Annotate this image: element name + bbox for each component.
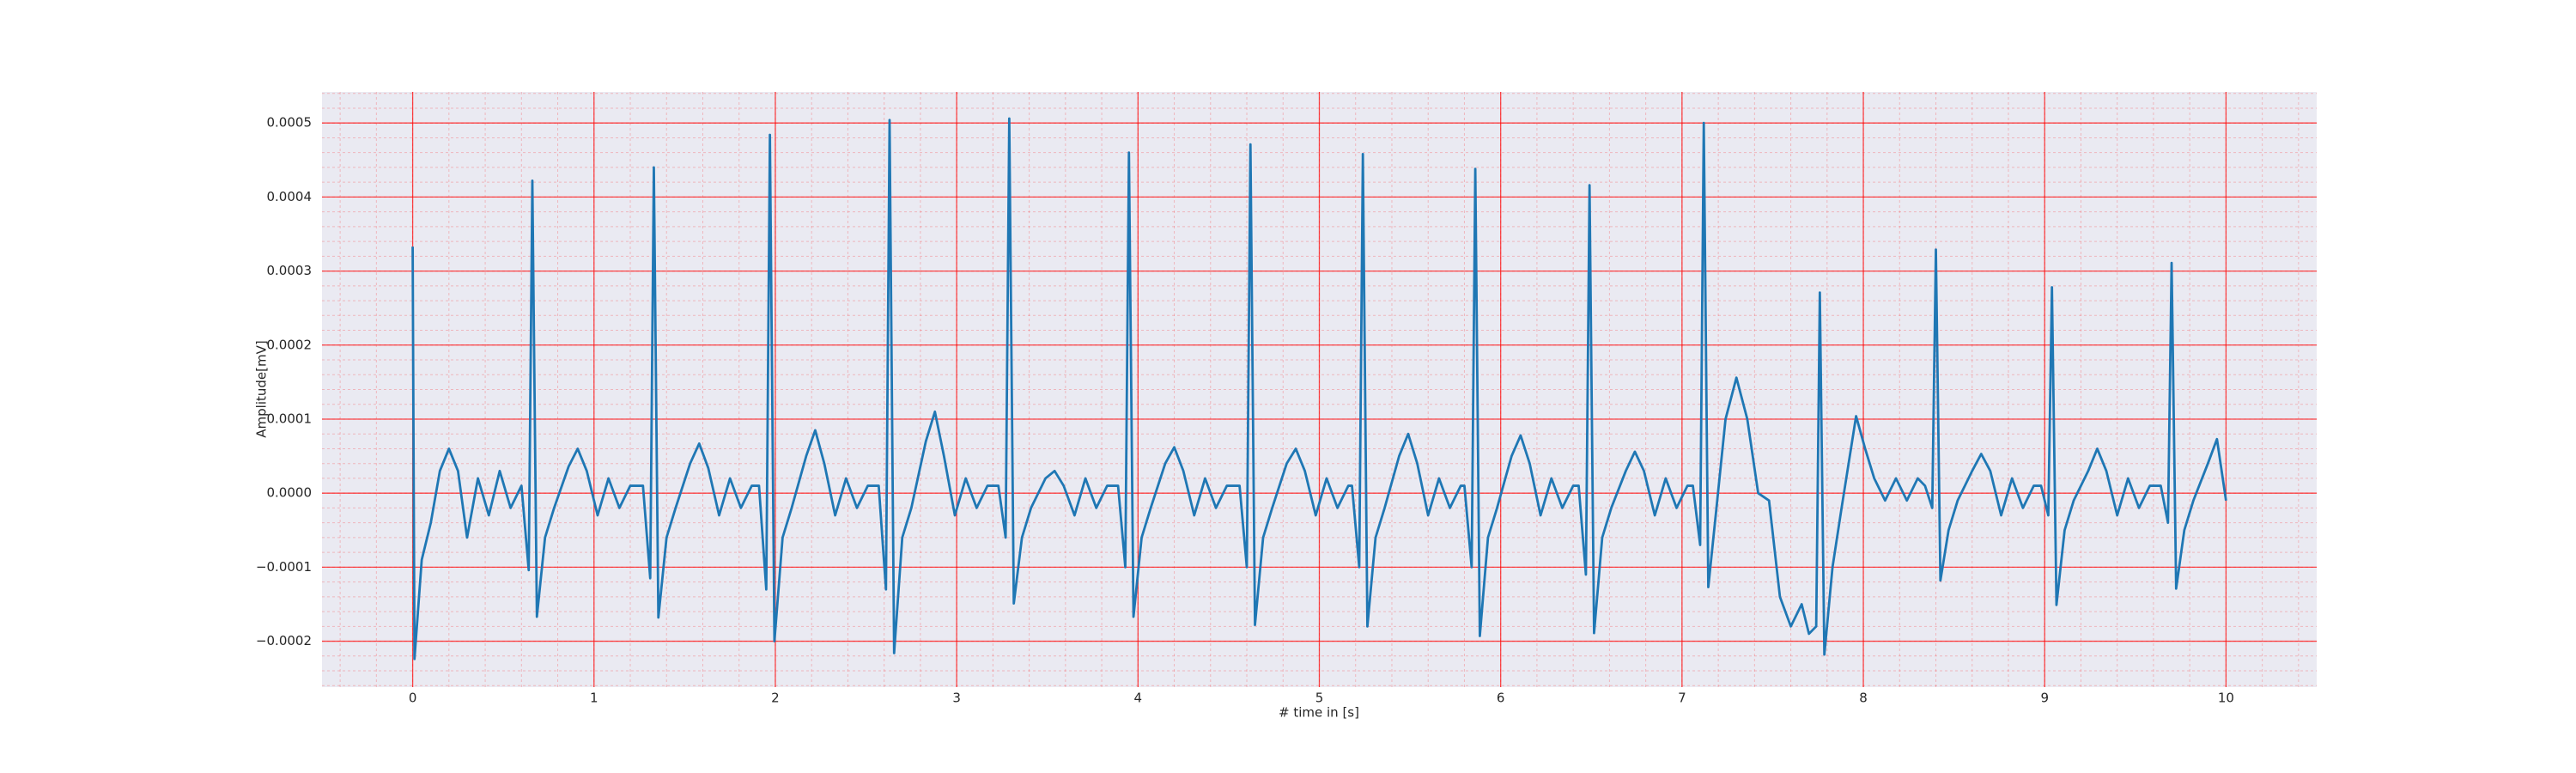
x-axis-label: # time in [s]: [1279, 705, 1359, 721]
x-tick-label: 5: [1315, 691, 1324, 706]
x-tick-label: 3: [952, 691, 961, 706]
y-tick-label: 0.0004: [267, 189, 313, 204]
x-tick-label: 9: [2040, 691, 2049, 706]
x-tick-label: 6: [1497, 691, 1505, 706]
y-tick-label: 0.0000: [267, 485, 313, 501]
y-tick-label: 0.0005: [267, 115, 313, 131]
y-axis-label: Amplitude[mV]: [254, 340, 270, 437]
x-tick-label: 2: [771, 691, 780, 706]
y-tick-label: −0.0002: [256, 633, 312, 648]
y-tick-label: −0.0001: [256, 559, 312, 575]
x-tick-label: 0: [409, 691, 417, 706]
x-tick-label: 8: [1859, 691, 1868, 706]
x-tick-label: 4: [1134, 691, 1143, 706]
x-tick-label: 7: [1678, 691, 1686, 706]
x-tick-label: 10: [2218, 691, 2234, 706]
signal-line: [411, 117, 2227, 660]
y-tick-label: 0.0003: [267, 263, 313, 278]
marks: [411, 117, 2227, 660]
y-tick-label: 0.0002: [267, 337, 313, 352]
x-tick-label: 1: [590, 691, 598, 706]
grid: [322, 92, 2317, 687]
y-tick-label: 0.0001: [267, 411, 313, 426]
